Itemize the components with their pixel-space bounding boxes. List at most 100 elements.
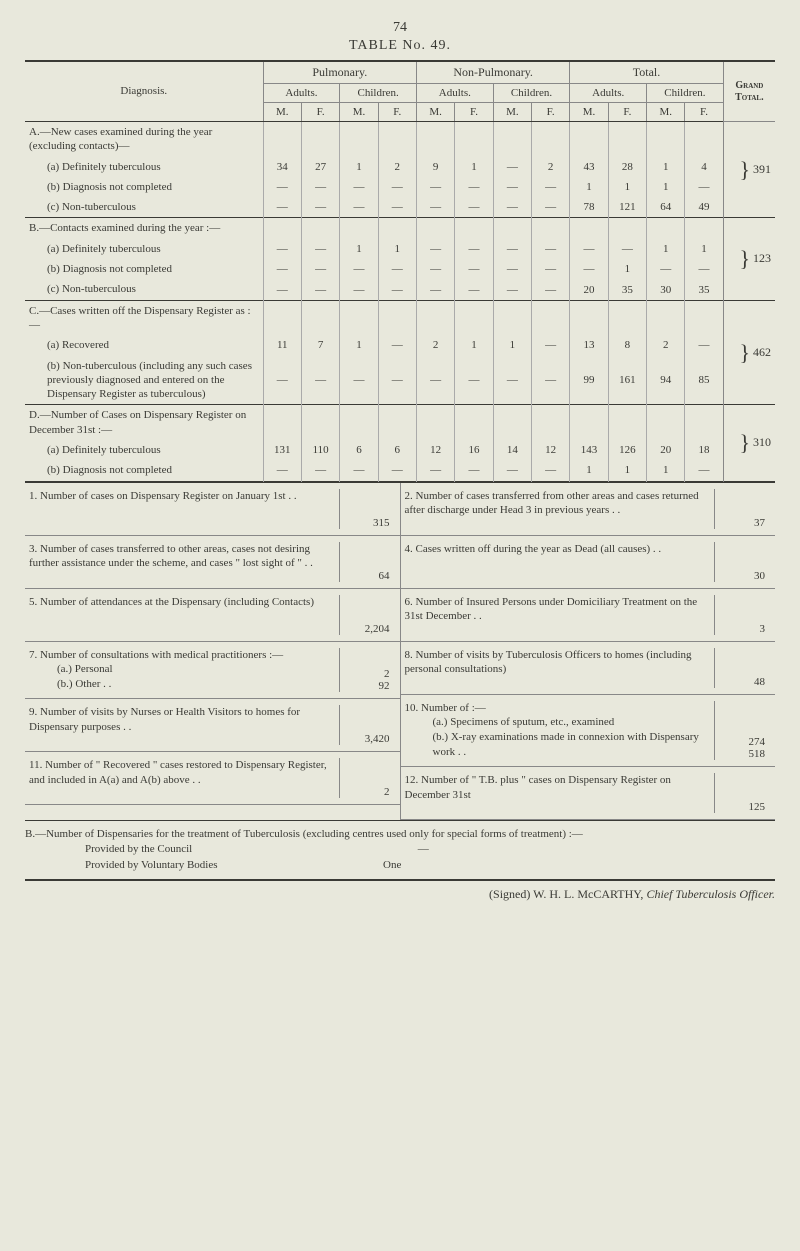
signature-line: (Signed) W. H. L. McCARTHY, Chief Tuberc…: [25, 887, 775, 902]
footer-block: B.—Number of Dispensaries for the treatm…: [25, 820, 775, 881]
data-cell: 2: [647, 335, 685, 355]
signature-text: (Signed) W. H. L. McCARTHY, Chief Tuberc…: [489, 887, 775, 901]
lower-value: 274518: [714, 701, 771, 760]
lower-row: 4. Cases written off during the year as …: [401, 536, 776, 589]
data-cell: —: [493, 177, 531, 197]
data-cell: —: [263, 460, 301, 481]
data-cell: 16: [455, 440, 493, 460]
data-cell: 9: [416, 157, 454, 177]
data-cell: 1: [647, 239, 685, 259]
data-cell: —: [301, 197, 339, 218]
data-cell: 1: [608, 259, 646, 279]
data-cell: —: [301, 460, 339, 481]
data-cell: —: [608, 239, 646, 259]
lower-value: 37: [714, 489, 771, 529]
data-cell: 143: [570, 440, 608, 460]
data-cell: —: [378, 460, 416, 481]
data-cell: —: [532, 335, 570, 355]
empty-cell: [493, 405, 531, 440]
data-cell: —: [416, 259, 454, 279]
empty-cell: [340, 122, 378, 157]
data-cell: —: [340, 460, 378, 481]
empty-cell: [608, 300, 646, 335]
empty-cell: [263, 405, 301, 440]
data-cell: —: [493, 356, 531, 405]
empty-cell: [340, 300, 378, 335]
empty-cell: [416, 405, 454, 440]
row-label: (a) Definitely tuberculous: [25, 440, 263, 460]
data-cell: —: [455, 356, 493, 405]
data-cell: 11: [263, 335, 301, 355]
data-cell: 1: [455, 157, 493, 177]
data-cell: 1: [647, 157, 685, 177]
data-cell: —: [532, 239, 570, 259]
section-heading: C.—Cases written off the Dispensary Regi…: [25, 300, 263, 335]
data-cell: 1: [570, 460, 608, 481]
data-cell: 121: [608, 197, 646, 218]
data-cell: 6: [340, 440, 378, 460]
empty-cell: [570, 122, 608, 157]
lower-text: 7. Number of consultations with medical …: [29, 648, 339, 693]
data-cell: 2: [532, 157, 570, 177]
hdr-f: F.: [301, 103, 339, 122]
data-cell: —: [263, 356, 301, 405]
empty-cell: [416, 300, 454, 335]
data-cell: —: [455, 197, 493, 218]
empty-cell: [455, 122, 493, 157]
data-cell: 161: [608, 356, 646, 405]
data-cell: —: [378, 356, 416, 405]
data-cell: 78: [570, 197, 608, 218]
data-cell: 1: [340, 239, 378, 259]
data-cell: 1: [647, 177, 685, 197]
empty-cell: [685, 300, 723, 335]
data-cell: —: [493, 259, 531, 279]
data-cell: 1: [340, 335, 378, 355]
data-cell: —: [416, 356, 454, 405]
empty-cell: [301, 300, 339, 335]
empty-cell: [301, 218, 339, 239]
lower-value: 64: [339, 542, 396, 582]
data-cell: 35: [685, 279, 723, 300]
lower-value: 3: [714, 595, 771, 635]
hdr-children: Children.: [647, 84, 724, 103]
hdr-f: F.: [378, 103, 416, 122]
footer-line2-value: —: [418, 843, 429, 855]
data-cell: 49: [685, 197, 723, 218]
grand-total-cell: } 123: [723, 218, 775, 300]
empty-cell: [493, 122, 531, 157]
data-cell: —: [532, 460, 570, 481]
row-label: (a) Definitely tuberculous: [25, 239, 263, 259]
data-cell: 35: [608, 279, 646, 300]
data-cell: —: [340, 177, 378, 197]
data-cell: 131: [263, 440, 301, 460]
data-cell: —: [493, 197, 531, 218]
data-cell: —: [647, 259, 685, 279]
data-cell: —: [378, 177, 416, 197]
lower-row: 3. Number of cases transferred to other …: [25, 536, 400, 589]
lower-text: 12. Number of " T.B. plus " cases on Dis…: [405, 773, 715, 813]
empty-cell: [608, 218, 646, 239]
hdr-m: M.: [416, 103, 454, 122]
footer-line2: Provided by the Council —: [25, 842, 775, 857]
data-cell: —: [340, 197, 378, 218]
data-cell: 1: [340, 157, 378, 177]
empty-cell: [378, 122, 416, 157]
data-cell: —: [301, 279, 339, 300]
lower-section: 1. Number of cases on Dispensary Registe…: [25, 482, 775, 820]
empty-cell: [493, 300, 531, 335]
empty-cell: [455, 405, 493, 440]
data-cell: 1: [647, 460, 685, 481]
data-cell: 1: [378, 239, 416, 259]
lower-value: 2: [339, 758, 396, 798]
lower-value: 292: [339, 648, 396, 693]
data-cell: 20: [647, 440, 685, 460]
data-cell: —: [455, 177, 493, 197]
data-cell: —: [493, 460, 531, 481]
hdr-m: M.: [493, 103, 531, 122]
data-cell: —: [493, 239, 531, 259]
lower-text: 3. Number of cases transferred to other …: [29, 542, 339, 582]
empty-cell: [301, 405, 339, 440]
data-cell: 14: [493, 440, 531, 460]
page-number: 74: [25, 20, 775, 36]
empty-cell: [608, 405, 646, 440]
